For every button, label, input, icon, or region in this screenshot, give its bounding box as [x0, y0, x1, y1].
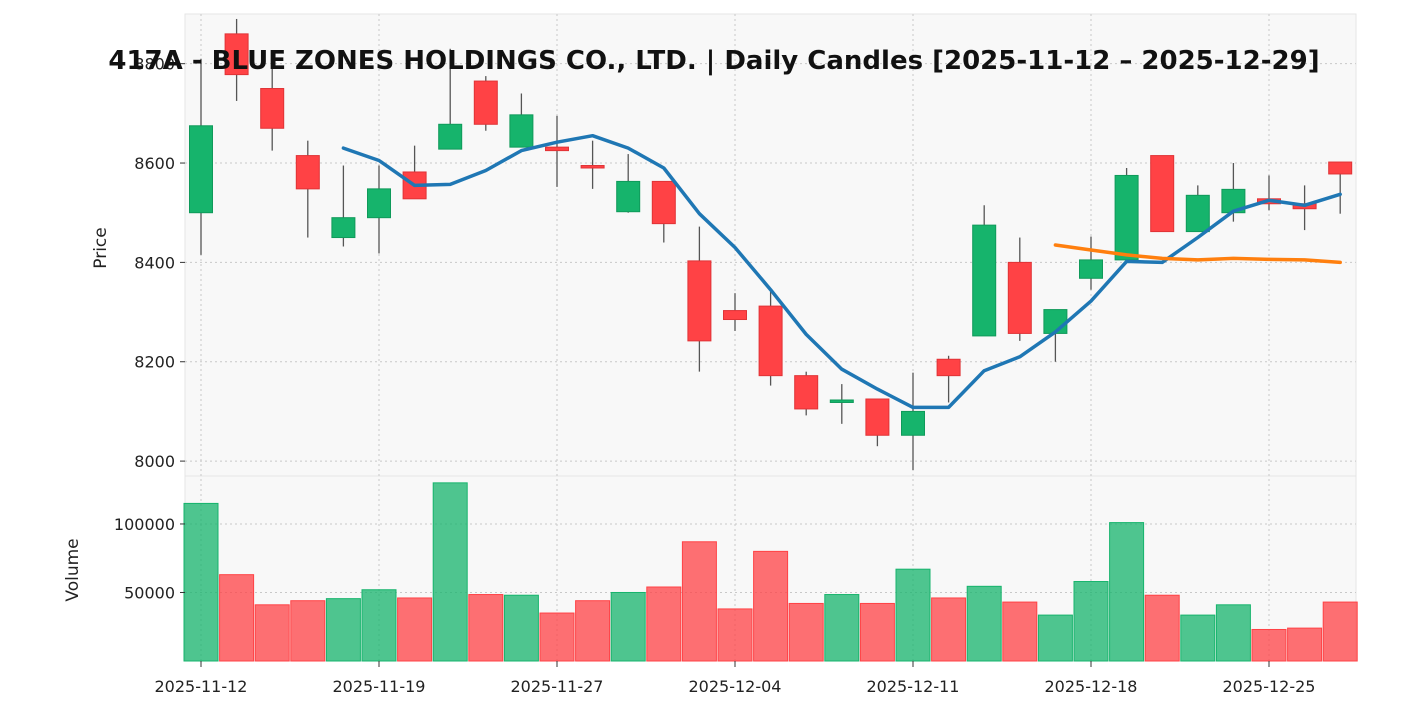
- candle-body: [1328, 161, 1353, 175]
- candle-body: [331, 217, 356, 239]
- volume-bar: [254, 604, 290, 662]
- volume-bar: [361, 589, 397, 662]
- volume-bar: [646, 586, 682, 662]
- volume-bar: [681, 541, 717, 662]
- price-panel-background: [184, 13, 1357, 477]
- volume-bar: [1287, 627, 1323, 662]
- candle-body: [901, 410, 925, 436]
- x-tick-label: 2025-11-12: [155, 677, 248, 696]
- price-tick-label: 8600: [134, 154, 175, 173]
- volume-axis-label: Volume: [63, 538, 83, 601]
- volume-bar: [1073, 581, 1109, 662]
- candle-body: [438, 123, 463, 150]
- candle-body: [189, 125, 213, 214]
- candle-body: [509, 114, 534, 148]
- volume-bar: [1180, 614, 1216, 662]
- volume-bar: [859, 602, 895, 662]
- volume-bar: [717, 608, 753, 662]
- candle-body: [1185, 194, 1210, 233]
- candle-body: [1150, 155, 1175, 233]
- volume-bar: [753, 550, 789, 662]
- volume-bars: [183, 482, 1358, 662]
- candle-body: [580, 165, 605, 169]
- volume-bar: [1251, 628, 1287, 662]
- volume-bar: [1109, 522, 1145, 662]
- candle-body: [758, 305, 783, 377]
- volume-bar: [610, 591, 646, 662]
- ma-short-line: [341, 133, 1342, 410]
- volume-bar: [503, 594, 539, 662]
- volume-bar: [931, 597, 967, 662]
- chart-title: 417A - BLUE ZONES HOLDINGS CO., LTD. | D…: [108, 46, 1319, 76]
- candle-body: [295, 155, 320, 190]
- volume-bar: [1037, 614, 1073, 662]
- ma-long-line: [1053, 243, 1342, 265]
- moving-average-lines: [341, 133, 1342, 410]
- candle-body: [1114, 174, 1139, 261]
- volume-tick-label: 100000: [114, 515, 175, 534]
- volume-bar: [183, 502, 219, 662]
- candle-body: [616, 180, 641, 213]
- volume-bar: [1144, 594, 1180, 662]
- candle-body: [865, 398, 890, 436]
- candle-body: [473, 80, 498, 125]
- x-tick-label: 2025-12-18: [1045, 677, 1138, 696]
- price-axis-label: Price: [91, 227, 111, 268]
- candle-body: [972, 224, 997, 337]
- price-tick-label: 8400: [134, 253, 175, 272]
- candle-body: [651, 180, 676, 225]
- candle-body: [936, 358, 961, 377]
- volume-bar: [1002, 601, 1038, 662]
- candle-body: [794, 375, 819, 410]
- volume-bar: [290, 600, 326, 662]
- volume-bar: [1215, 604, 1251, 662]
- volume-bar: [219, 574, 255, 662]
- candle-body: [545, 146, 569, 152]
- volume-bar: [824, 594, 860, 662]
- x-tick-label: 2025-11-27: [511, 677, 604, 696]
- volume-bar: [325, 598, 361, 662]
- volume-bar: [397, 597, 433, 662]
- axis-tick-labels: 8000 8200 8400 8600 8800 50000 100000 2025-11-1…: [114, 55, 1316, 696]
- volume-tick-label: 50000: [124, 583, 175, 602]
- volume-bar: [539, 612, 575, 662]
- candle-body: [367, 188, 391, 219]
- candle-body: [1007, 261, 1032, 334]
- volume-bar: [575, 600, 611, 662]
- price-tick-label: 8800: [134, 55, 175, 74]
- price-tick-label: 8200: [134, 353, 175, 372]
- candle-body: [224, 33, 249, 76]
- candle-body: [260, 88, 285, 129]
- volume-bar: [895, 568, 931, 662]
- volume-bar: [1322, 601, 1358, 662]
- candle-body: [829, 399, 854, 403]
- price-tick-label: 8000: [134, 452, 175, 471]
- x-tick-label: 2025-12-25: [1223, 677, 1316, 696]
- candle-body: [1079, 259, 1103, 279]
- x-tick-label: 2025-12-04: [689, 677, 782, 696]
- volume-bar: [468, 594, 504, 662]
- candle-body: [687, 260, 712, 342]
- volume-bar: [966, 585, 1002, 662]
- volume-bar: [788, 602, 824, 662]
- candle-body: [723, 310, 747, 321]
- x-tick-label: 2025-12-11: [867, 677, 960, 696]
- volume-bar: [432, 482, 468, 662]
- x-tick-label: 2025-11-19: [333, 677, 426, 696]
